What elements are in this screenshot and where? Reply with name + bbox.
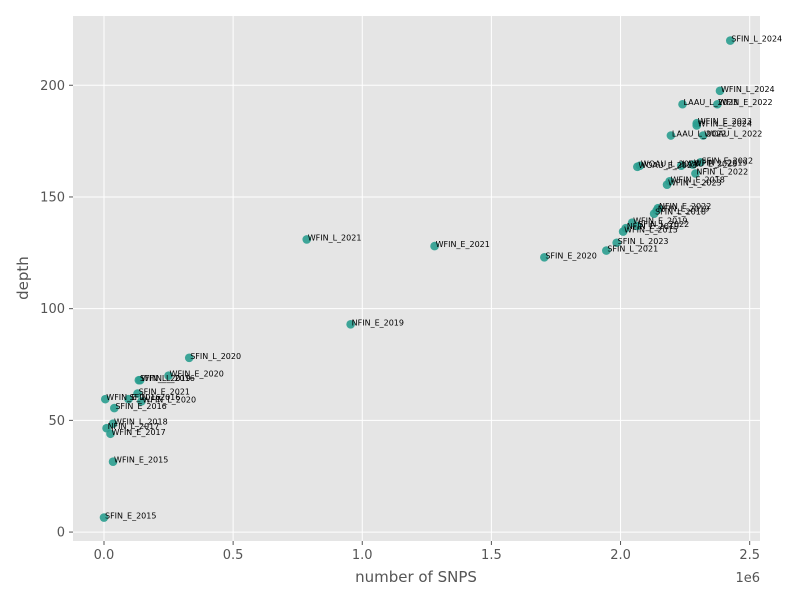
point-label: SFIN_L_2022 bbox=[638, 220, 689, 229]
point-label: WFIN_E_2020 bbox=[170, 370, 224, 379]
scatter-point bbox=[618, 227, 628, 236]
point-label: WFIN_L_2016 bbox=[141, 374, 195, 383]
point-label: LAAU_L_2023 bbox=[684, 98, 738, 107]
point-label: WOAU_L_2022 bbox=[704, 130, 762, 139]
point-label: WOAU_L_2023 bbox=[641, 160, 699, 169]
x-tick-label: 2.5 bbox=[739, 548, 760, 563]
scatter-point bbox=[696, 158, 705, 167]
point-label: NFIN_E_2019 bbox=[352, 318, 404, 327]
scatter-point bbox=[124, 394, 133, 404]
scatter-point bbox=[666, 131, 676, 140]
scatter-point bbox=[135, 375, 145, 385]
point-label: WFIN_E_2022 bbox=[718, 98, 772, 107]
x-tick-label: 1.5 bbox=[481, 548, 502, 563]
point-label: WFIN_L_2015 bbox=[624, 226, 678, 235]
y-tick-label: 50 bbox=[48, 414, 65, 429]
x-tick-label: 1.0 bbox=[352, 548, 373, 563]
scatter-point bbox=[110, 403, 119, 413]
scatter-point bbox=[106, 429, 115, 439]
point-label: SFIN_E_2021 bbox=[139, 388, 190, 397]
scatter-point bbox=[108, 457, 118, 466]
point-label: WFIN_L_2018 bbox=[114, 418, 168, 427]
point-label: NFIN_L_2022 bbox=[696, 168, 748, 177]
point-label: WFIN_E_2023 bbox=[698, 117, 752, 126]
scatter-point bbox=[100, 394, 110, 404]
point-label: WFIN_E_2015 bbox=[114, 456, 168, 465]
scatter-point bbox=[725, 36, 735, 45]
scatter-point bbox=[691, 169, 700, 178]
point-label: WFIN_L_2019 bbox=[694, 159, 748, 168]
point-label: WFIN_L_2021 bbox=[308, 233, 362, 242]
scatter-points bbox=[99, 36, 735, 522]
point-labels: SFIN_L_2024WFIN_L_2024LAAU_L_2023WFIN_E_… bbox=[105, 35, 782, 521]
scatter-point bbox=[540, 252, 549, 262]
y-axis-label: depth bbox=[14, 256, 32, 300]
point-label: WFIN_L_2023 bbox=[668, 179, 722, 188]
scatter-point bbox=[430, 241, 439, 251]
point-label: WFIN_E_2016 bbox=[106, 393, 160, 402]
scatter-point bbox=[302, 235, 312, 244]
point-label: SFIN_E_2016 bbox=[115, 402, 166, 411]
x-axis-label: number of SNPS bbox=[355, 568, 477, 586]
point-label: SFIN_L_2021 bbox=[607, 245, 658, 254]
y-axis-ticks: 0 50 100 150 200 bbox=[40, 79, 73, 541]
scatter-point bbox=[137, 397, 146, 406]
grid bbox=[73, 16, 760, 541]
y-tick-label: 150 bbox=[40, 190, 65, 205]
point-label: WFIN_E_2021 bbox=[436, 240, 490, 249]
scatter-point bbox=[184, 353, 194, 363]
scatter-point bbox=[602, 246, 611, 255]
point-label: SFIN_L_2023 bbox=[618, 237, 669, 246]
scatter-point bbox=[676, 161, 686, 170]
point-label: SFIN_L_2019 bbox=[140, 374, 191, 383]
scatter-point bbox=[164, 371, 173, 380]
scatter-point bbox=[715, 86, 725, 96]
point-label: NFIN_E_2019 bbox=[627, 222, 679, 231]
x-tick-label: 2.0 bbox=[610, 548, 631, 563]
plot-area bbox=[73, 16, 760, 541]
scatter-point bbox=[692, 121, 702, 130]
scatter-point bbox=[633, 221, 642, 231]
scatter-point bbox=[688, 160, 698, 169]
y-tick-label: 200 bbox=[40, 79, 65, 94]
scatter-point bbox=[346, 319, 355, 329]
scatter-point bbox=[108, 419, 118, 429]
scatter-point bbox=[662, 180, 672, 189]
scatter-point bbox=[612, 238, 621, 248]
point-label: NFIN_L_2017 bbox=[108, 422, 160, 431]
x-axis-offset-text: 1e6 bbox=[735, 571, 760, 586]
point-label: WFIN_L_2024 bbox=[721, 85, 775, 94]
scatter-point bbox=[133, 389, 142, 398]
scatter-point bbox=[99, 513, 109, 522]
point-label: WFIN_E_2024 bbox=[698, 119, 752, 128]
point-label: SFIN_E_2015 bbox=[105, 512, 156, 521]
point-label: WOAU_E_2023 bbox=[638, 161, 697, 170]
point-label: SFIN_L_2016 bbox=[130, 393, 181, 402]
y-tick-label: 100 bbox=[40, 302, 65, 317]
point-label: NFIN_E_2022 bbox=[659, 202, 711, 211]
point-label: SFIN_E_2020 bbox=[545, 251, 596, 260]
point-label: SFIN_E_2022 bbox=[702, 156, 753, 165]
point-label: SFIN_L_2024 bbox=[731, 35, 782, 44]
scatter-point bbox=[678, 99, 687, 109]
scatter-point bbox=[633, 162, 642, 172]
scatter-point bbox=[713, 99, 722, 109]
point-label: WFIN_E_2017 bbox=[111, 428, 165, 437]
point-label: WFIN_E_2019 bbox=[633, 217, 687, 226]
y-tick-label: 0 bbox=[57, 526, 65, 541]
x-axis-ticks: 0.0 0.5 1.0 1.5 2.0 2.5 bbox=[94, 541, 760, 563]
point-label: WFIN_E_2018 bbox=[671, 175, 725, 184]
x-tick-label: 0.5 bbox=[223, 548, 244, 563]
point-label: LAAU_L_2022 bbox=[672, 130, 726, 139]
scatter-point bbox=[698, 131, 708, 140]
scatter-point bbox=[649, 209, 659, 219]
point-label: NFIN_L_2019 bbox=[658, 204, 710, 213]
point-label: SFIN_L_2020 bbox=[190, 352, 241, 361]
point-label: LAAU_E_2023 bbox=[682, 160, 737, 169]
x-tick-label: 0.0 bbox=[94, 548, 115, 563]
point-label: SFIN_L_2018 bbox=[655, 208, 706, 217]
point-label: WFIN_L_2020 bbox=[142, 395, 196, 404]
